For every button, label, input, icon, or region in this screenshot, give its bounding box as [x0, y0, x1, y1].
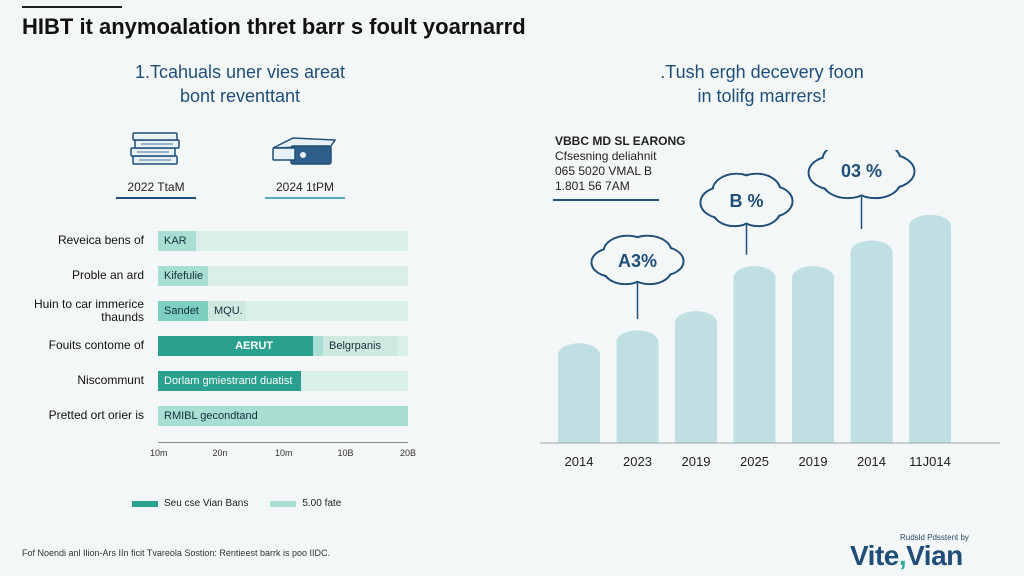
- year-rule-1: [116, 197, 196, 199]
- brand-main: Vite: [850, 540, 899, 571]
- right-info-block: VBBC MD SL EARONG Cfsesning deliahnit 06…: [555, 134, 685, 194]
- hbar-segment: RMIBL gecondtand: [158, 406, 408, 426]
- column-x-label: 2014: [857, 454, 886, 469]
- right-subtitle-line1: .Tush ergh decevery foon: [660, 62, 864, 82]
- hbar-legend: Seu cse Vian Bans 5.00 fate: [132, 498, 341, 509]
- hbar-x-tick-label: 20B: [400, 448, 417, 458]
- legend-label-1: Seu cse Vian Bans: [164, 498, 249, 509]
- footer-note: Fof Noendi anl Ilion-Ars IIn ficit Tvare…: [22, 548, 330, 558]
- left-subtitle: 1.Tcahuals uner vies areat bont reventta…: [95, 60, 385, 108]
- page-title: HIBT it anymoalation thret barr s foult …: [22, 14, 526, 39]
- hbar-x-tick-label: 10m: [150, 448, 168, 458]
- hbar-segment: Belgrpanis: [323, 336, 398, 356]
- annotation-bubble: A3%: [590, 234, 685, 286]
- column-bar: [616, 330, 659, 443]
- year-label-2: 2024 1tPM: [275, 180, 335, 194]
- column-chart-svg: 2014 2023 2019 2025 2019 2014 11J014 A3% B % 03 %: [540, 140, 1000, 469]
- stacked-money-icon: [116, 130, 196, 175]
- hbar-x-tick-label: 10B: [337, 448, 354, 458]
- left-subtitle-line1: 1.Tcahuals uner vies areat: [134, 62, 346, 82]
- legend-label-2: 5.00 fate: [302, 498, 342, 509]
- info-line-2: Cfsesning deliahnit: [555, 149, 657, 163]
- brand-tagline: Rudsld Pdsstent by: [900, 533, 969, 542]
- hbar-segment: [313, 336, 323, 356]
- column-x-label: 2019: [799, 454, 828, 469]
- column-bar: [909, 214, 951, 443]
- hbar-track: [158, 231, 408, 251]
- hbar-segment: MQU.: [208, 301, 246, 321]
- column-x-label: 11J014: [909, 454, 951, 469]
- legend-swatch-2: [270, 500, 297, 507]
- hbar-category-label: Pretted ort orier is: [48, 408, 144, 422]
- year-rule-2: [265, 197, 345, 199]
- column-x-label: 2019: [682, 454, 711, 469]
- column-bar: [675, 311, 717, 443]
- hbar-segment: KAR: [158, 231, 196, 251]
- column-x-label: 2023: [623, 454, 652, 469]
- info-rule: [553, 199, 659, 201]
- brand-end: Vian: [906, 540, 963, 571]
- hbar-x-tick-label: 10m: [275, 448, 293, 458]
- info-line-4: 1.801 56 7AM: [555, 179, 630, 193]
- hbar-segment: AERUT: [158, 336, 313, 356]
- column-bar: [733, 266, 776, 443]
- annotation-bubble: 03 %: [807, 140, 916, 200]
- hbar-category-label: Niscommunt: [77, 373, 144, 387]
- year-label-1: 2022 TtaM: [127, 180, 185, 194]
- column-bar: [792, 266, 834, 443]
- hbar-category-label: Reveica bens of: [57, 233, 144, 247]
- annotation-bubble: B %: [699, 172, 794, 228]
- wallet-cash-icon: [265, 130, 345, 175]
- annotation-label: B %: [729, 191, 763, 211]
- right-subtitle-line2: in tolifg marrers!: [697, 86, 827, 106]
- hbar-category-label: Huin to car immerice thaunds: [33, 297, 144, 324]
- info-line-1: VBBC MD SL EARONG: [555, 134, 686, 148]
- column-x-label: 2025: [740, 454, 769, 469]
- hbar-category-label: Proble an ard: [71, 268, 144, 282]
- left-subtitle-line2: bont reventtant: [179, 86, 301, 106]
- hbar-category-label: Fouits contome of: [48, 338, 144, 352]
- hbar-track: [158, 266, 408, 286]
- info-line-3: 065 5020 VMAL B: [555, 164, 652, 178]
- hbar-segment: Dorlam gmiestrand duatist: [158, 371, 301, 391]
- brand-logo: Vite,Vian: [850, 540, 963, 572]
- brand-sep: ,: [898, 540, 907, 571]
- annotation-label: 03 %: [841, 161, 882, 181]
- hbar-segment: Sandet: [158, 301, 208, 321]
- column-bar: [850, 240, 893, 443]
- hbar-segment: Kifefulie: [158, 266, 208, 286]
- column-x-label: 2014: [565, 454, 594, 469]
- column-bar: [558, 343, 600, 443]
- horizontal-bar-chart: Reveica bens of KAR Proble an ard Kifefulie…: [10, 230, 416, 470]
- right-subtitle: .Tush ergh decevery foon in tolifg marre…: [612, 60, 912, 108]
- column-chart: 2014 2023 2019 2025 2019 2014 11J014 A3% B % 03 %: [530, 140, 1010, 480]
- hbar-x-tick-label: 20n: [212, 448, 228, 458]
- hbar-x-axis: [158, 442, 408, 443]
- title-rule: [22, 6, 122, 8]
- annotation-label: A3%: [618, 251, 657, 271]
- legend-swatch-1: [132, 500, 158, 507]
